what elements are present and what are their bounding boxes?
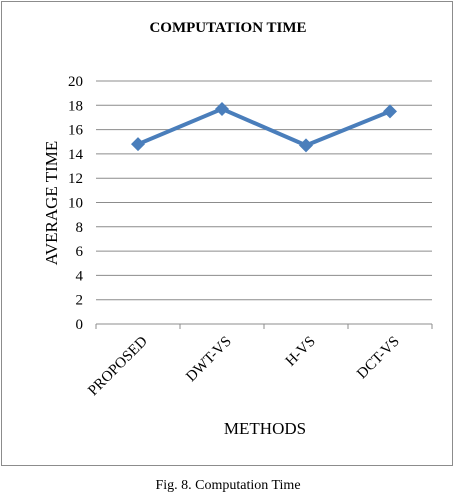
y-tick-label: 8 [76,220,84,236]
series-layer [131,101,397,153]
y-tick-label: 20 [68,74,83,90]
data-point-marker [215,101,229,116]
x-tick-labels: PROPOSED DWT-VS H-VS DCT-VS [85,333,403,399]
x-tick-label: DWT-VS [183,334,235,386]
x-tick-label: DCT-VS [354,334,403,383]
y-tick-label: 16 [68,123,84,139]
y-tick-label: 0 [76,317,84,333]
x-tick-label: H-VS [283,334,319,370]
gridlines [95,80,433,329]
chart-frame [1,1,453,466]
computation-time-chart: COMPUTATION TIME 0 2 4 6 8 10 12 14 16 18 20 PROPO… [42,20,433,438]
y-tick-label: 12 [68,171,83,187]
series-line [136,106,392,148]
y-tick-labels: 0 2 4 6 8 10 12 14 16 18 20 [68,74,84,333]
y-tick-label: 4 [76,268,84,284]
data-point-marker [383,104,397,119]
figure-caption: Fig. 8. Computation Time [155,478,301,493]
y-axis-label: AVERAGE TIME [42,141,61,266]
x-axis-label: METHODS [224,419,306,438]
y-tick-label: 10 [68,196,83,212]
chart-title: COMPUTATION TIME [149,20,306,36]
y-tick-label: 6 [76,244,84,260]
y-tick-label: 14 [68,147,84,163]
y-tick-label: 18 [68,98,83,114]
data-point-marker [299,138,313,153]
x-tick-label: PROPOSED [85,333,151,399]
data-point-marker [131,137,145,152]
y-tick-label: 2 [76,293,84,309]
